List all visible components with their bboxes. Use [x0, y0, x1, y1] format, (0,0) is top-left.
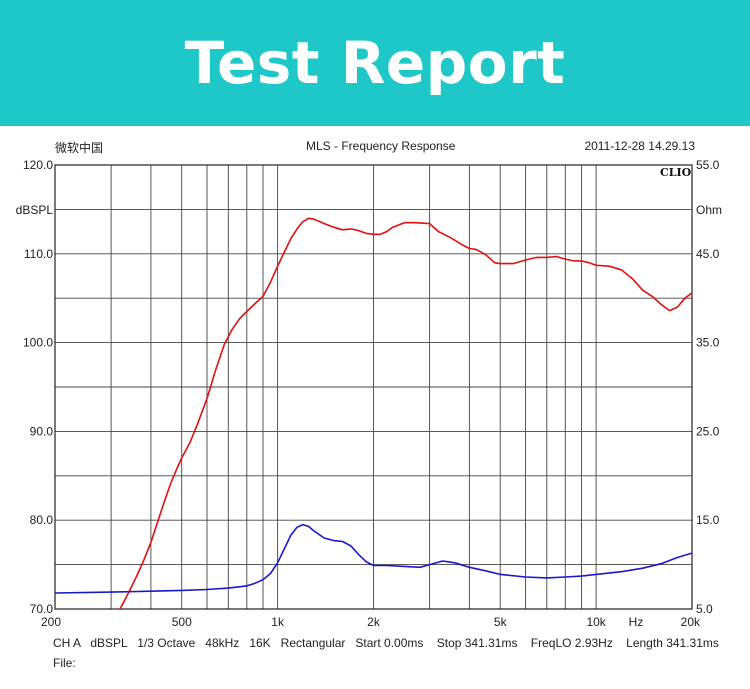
- y-tick-left: 90.0: [30, 424, 54, 438]
- banner: Test Report: [0, 0, 750, 126]
- y-tick-left: 80.0: [30, 513, 54, 527]
- x-tick-label: 2k: [367, 615, 381, 629]
- x-tick-label: 20k: [681, 615, 701, 629]
- file-label: File:: [53, 656, 76, 670]
- y-tick-right: 5.0: [696, 602, 713, 616]
- banner-title: Test Report: [184, 29, 566, 97]
- spl-curve: [119, 217, 692, 609]
- x-tick-label: 500: [172, 615, 192, 629]
- x-tick-label: 1k: [271, 615, 285, 629]
- clio-logo: CLIO: [660, 166, 692, 179]
- x-tick-label: 5k: [494, 615, 508, 629]
- measurement-settings: CH A dBSPL 1/3 Octave 48kHz 16K Rectangu…: [53, 636, 719, 650]
- y-tick-right: 15.0: [696, 513, 720, 527]
- x-tick-label: 10k: [586, 615, 606, 629]
- y-tick-right: 45.0: [696, 247, 720, 261]
- chart-title: MLS - Frequency Response: [306, 139, 456, 153]
- y-axis-label-left: dBSPL: [16, 203, 54, 217]
- y-tick-left: 70.0: [30, 602, 54, 616]
- impedance-curve: [55, 523, 692, 594]
- y-tick-left: 120.0: [23, 158, 53, 172]
- y-tick-right: 55.0: [696, 158, 720, 172]
- y-axis-label-right: Ohm: [696, 203, 722, 217]
- y-tick-right: 35.0: [696, 336, 720, 350]
- y-tick-right: 25.0: [696, 424, 720, 438]
- y-tick-left: 100.0: [23, 336, 53, 350]
- plot-frame: [54, 164, 693, 610]
- y-tick-left: 110.0: [24, 247, 53, 261]
- x-axis-unit-label: Hz: [629, 615, 644, 629]
- company-label: 微软中国: [55, 141, 104, 155]
- timestamp: 2011-12-28 14.29.13: [584, 139, 695, 153]
- x-tick-label: 200: [41, 615, 61, 629]
